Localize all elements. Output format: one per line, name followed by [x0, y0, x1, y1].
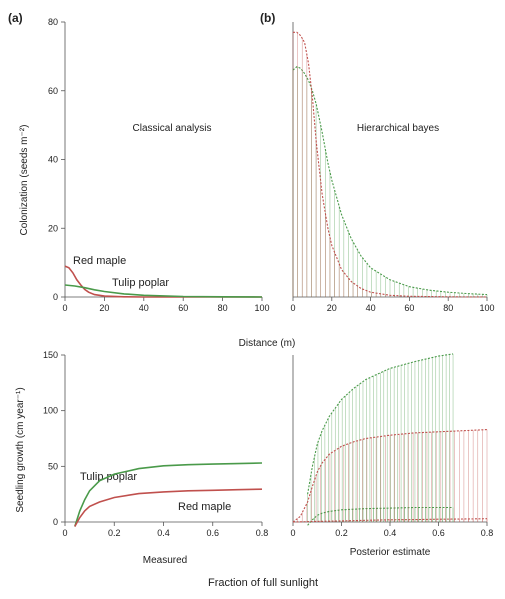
- panel-posterior-growth: Posterior estimate 0 0.2 0.4 0.6 0.8: [290, 353, 494, 558]
- series-line: [292, 429, 488, 523]
- series-line: [64, 284, 263, 298]
- x-tick-label: 0.2: [108, 528, 121, 538]
- y-tick-label: 60: [48, 86, 58, 96]
- series-line: [307, 506, 453, 526]
- x-tick-label: 20: [327, 303, 337, 313]
- sunlight-axis-title: Fraction of full sunlight: [208, 577, 318, 589]
- red-maple-label-top: Red maple: [73, 255, 126, 267]
- panel-b: (b) Hierarchical bayes 0 20 40 60 80 100: [260, 11, 495, 313]
- x-tick-label: 80: [218, 303, 228, 313]
- x-tick-label: 0.4: [384, 528, 397, 538]
- panel-letter-b: (b): [260, 11, 275, 25]
- series-line: [74, 462, 263, 527]
- panel-a: (a) Classical analysis Red maple Tulip p…: [8, 11, 270, 313]
- x-tick-label: 0.8: [481, 528, 494, 538]
- y-tick-label: 80: [48, 17, 58, 27]
- distance-axis-title: Distance (m): [239, 338, 296, 349]
- x-tick-label: 0: [62, 303, 67, 313]
- series-line: [74, 488, 263, 527]
- x-tick-label: 20: [99, 303, 109, 313]
- x-tick-label: 0.8: [256, 528, 269, 538]
- y-tick-label: 150: [43, 350, 58, 360]
- series-line: [307, 353, 454, 495]
- x-tick-label: 80: [443, 303, 453, 313]
- x-tick-label: 0.2: [335, 528, 348, 538]
- hierarchical-bayes-annotation: Hierarchical bayes: [357, 123, 439, 134]
- growth-y-axis-title: Seedling growth (cm year⁻¹): [15, 387, 26, 512]
- x-tick-label: 40: [139, 303, 149, 313]
- red-maple-label-bottom: Red maple: [178, 501, 231, 513]
- y-tick-label: 40: [48, 155, 58, 165]
- tulip-poplar-label-top: Tulip poplar: [112, 277, 169, 289]
- y-tick-label: 50: [48, 461, 58, 471]
- series-line: [292, 518, 488, 523]
- y-tick-label: 100: [43, 406, 58, 416]
- x-tick-label: 60: [404, 303, 414, 313]
- series-line: [293, 31, 488, 298]
- posterior-x-axis-title: Posterior estimate: [350, 547, 431, 558]
- y-tick-label: 0: [53, 517, 58, 527]
- classical-analysis-annotation: Classical analysis: [133, 123, 212, 134]
- x-tick-label: 0: [290, 528, 295, 538]
- y-tick-label: 20: [48, 223, 58, 233]
- panel-measured-growth: Tulip poplar Red maple Measured Seedling…: [15, 350, 268, 566]
- x-tick-label: 0: [62, 528, 67, 538]
- x-tick-label: 0.4: [157, 528, 170, 538]
- colonization-y-axis-title: Colonization (seeds m⁻²): [19, 125, 30, 236]
- x-tick-label: 100: [479, 303, 494, 313]
- x-tick-label: 100: [254, 303, 269, 313]
- panel-letter-a: (a): [8, 11, 23, 25]
- y-tick-label: 0: [53, 292, 58, 302]
- x-tick-label: 0.6: [206, 528, 219, 538]
- x-tick-label: 60: [178, 303, 188, 313]
- x-tick-label: 40: [366, 303, 376, 313]
- series-line: [292, 66, 488, 296]
- x-tick-label: 0: [290, 303, 295, 313]
- measured-x-axis-title: Measured: [143, 555, 187, 566]
- x-tick-label: 0.6: [432, 528, 445, 538]
